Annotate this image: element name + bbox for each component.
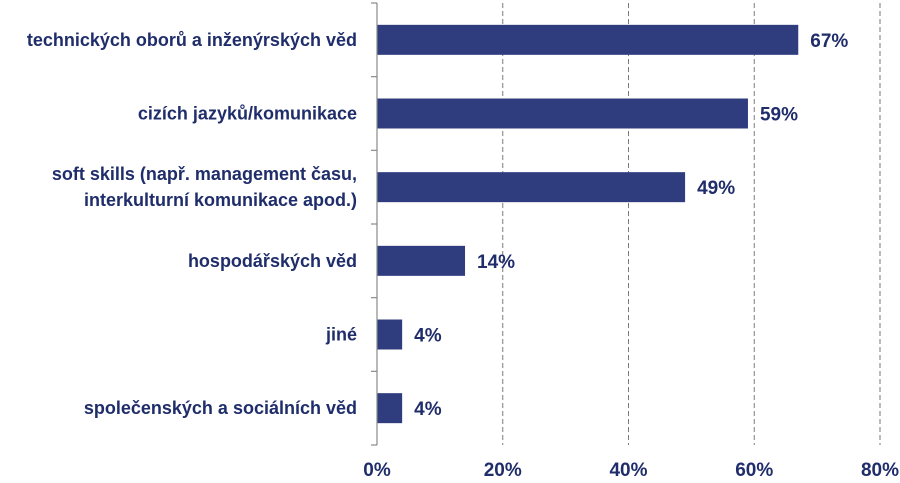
category-label: hospodářských věd [188, 251, 357, 271]
gridlines [502, 3, 881, 445]
category-label: jiné [325, 325, 357, 345]
axes [371, 2, 378, 446]
bar [377, 319, 403, 350]
x-tick-labels: 0% 20% 40% 60% 80% [363, 460, 899, 481]
bar [377, 24, 799, 55]
category-label: soft skills (např. management času, inter… [52, 164, 357, 210]
x-tick-label: 20% [484, 460, 522, 481]
data-label: 49% [697, 178, 735, 199]
x-tick-label: 40% [609, 460, 647, 481]
category-label: technických oborů a inženýrských věd [27, 30, 357, 50]
data-label: 59% [760, 105, 798, 126]
x-tick-label: 80% [861, 460, 899, 481]
data-label: 4% [414, 399, 442, 420]
bar [377, 393, 403, 424]
data-labels: 67% 59% 49% 14% 4% 4% [414, 31, 848, 420]
bar [377, 245, 466, 276]
data-label: 67% [810, 31, 848, 52]
bar [377, 98, 748, 129]
bars [377, 24, 799, 424]
data-label: 4% [414, 326, 442, 347]
data-label: 14% [477, 252, 515, 273]
category-label: cizích jazyků/komunikace [138, 104, 357, 124]
x-tick-label: 0% [363, 460, 391, 481]
x-tick-label: 60% [735, 460, 773, 481]
category-labels: technických oborů a inženýrských věd cizí… [27, 30, 357, 418]
bar [377, 172, 686, 203]
category-label: společenských a sociálních věd [84, 398, 357, 418]
